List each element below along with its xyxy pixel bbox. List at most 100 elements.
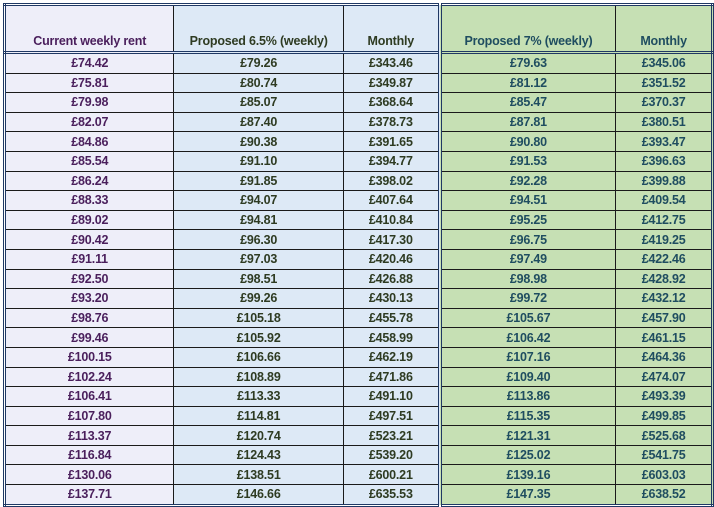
cell-proposed-7-weekly: £121.31 [439,425,617,446]
cell-proposed-65-weekly: £80.74 [173,72,344,94]
cell-current-weekly: £84.86 [2,131,175,152]
table-row: £74.42 £79.26 £343.46 £79.63 £345.06 [2,52,714,74]
header-proposed-7-weekly: Proposed 7% (weekly) [439,3,617,54]
cell-proposed-65-weekly: £105.18 [173,307,344,329]
cell-proposed-7-weekly: £79.63 [439,52,617,74]
cell-proposed-7-weekly: £95.25 [439,209,617,231]
cell-proposed-7-weekly: £139.16 [439,464,617,486]
cell-proposed-7-weekly: £85.47 [439,92,617,113]
cell-current-weekly: £75.81 [2,72,175,94]
cell-proposed-65-weekly: £120.74 [173,425,344,446]
cell-proposed-65-weekly: £85.07 [173,92,344,113]
header-proposed-7-monthly: Monthly [615,3,714,54]
cell-proposed-65-weekly: £146.66 [173,484,344,507]
cell-proposed-65-monthly: £349.87 [342,72,442,94]
cell-proposed-7-monthly: £409.54 [615,190,714,211]
cell-proposed-7-weekly: £109.40 [439,366,617,388]
cell-proposed-65-monthly: £455.78 [342,307,442,329]
cell-current-weekly: £91.11 [2,248,175,270]
cell-proposed-7-monthly: £419.25 [615,229,714,250]
cell-proposed-7-weekly: £90.80 [439,131,617,152]
cell-proposed-65-monthly: £368.64 [342,92,442,113]
cell-proposed-7-weekly: £113.86 [439,386,617,407]
cell-proposed-65-monthly: £417.30 [342,229,442,250]
cell-current-weekly: £86.24 [2,170,175,192]
cell-proposed-65-weekly: £90.38 [173,131,344,152]
table-row: £130.06 £138.51 £600.21 £139.16 £603.03 [2,464,714,486]
table-row: £75.81 £80.74 £349.87 £81.12 £351.52 [2,72,714,94]
cell-current-weekly: £85.54 [2,150,175,172]
cell-current-weekly: £99.46 [2,327,175,348]
cell-proposed-65-monthly: £600.21 [342,464,442,486]
cell-proposed-65-weekly: £91.85 [173,170,344,192]
table-row: £82.07 £87.40 £378.73 £87.81 £380.51 [2,111,714,133]
cell-current-weekly: £88.33 [2,190,175,211]
cell-proposed-7-weekly: £99.72 [439,288,617,309]
cell-proposed-65-weekly: £113.33 [173,386,344,407]
cell-proposed-65-weekly: £138.51 [173,464,344,486]
cell-proposed-65-weekly: £98.51 [173,268,344,290]
cell-proposed-65-weekly: £114.81 [173,405,344,427]
header-row: Current weekly rent Proposed 6.5% (weekl… [2,3,714,54]
cell-current-weekly: £82.07 [2,111,175,133]
cell-proposed-65-weekly: £97.03 [173,248,344,270]
cell-proposed-65-monthly: £394.77 [342,150,442,172]
cell-proposed-7-monthly: £428.92 [615,268,714,290]
cell-proposed-7-weekly: £106.42 [439,327,617,348]
cell-current-weekly: £74.42 [2,52,175,74]
table-row: £99.46 £105.92 £458.99 £106.42 £461.15 [2,327,714,348]
cell-proposed-65-weekly: £106.66 [173,346,344,368]
cell-proposed-7-monthly: £638.52 [615,484,714,507]
cell-proposed-65-monthly: £420.46 [342,248,442,270]
cell-proposed-7-monthly: £541.75 [615,444,714,466]
table-row: £88.33 £94.07 £407.64 £94.51 £409.54 [2,190,714,211]
cell-proposed-7-monthly: £499.85 [615,405,714,427]
table-row: £137.71 £146.66 £635.53 £147.35 £638.52 [2,484,714,507]
cell-proposed-65-monthly: £426.88 [342,268,442,290]
cell-proposed-7-monthly: £525.68 [615,425,714,446]
cell-proposed-7-monthly: £474.07 [615,366,714,388]
cell-proposed-65-monthly: £462.19 [342,346,442,368]
cell-proposed-7-monthly: £380.51 [615,111,714,133]
cell-proposed-65-weekly: £99.26 [173,288,344,309]
cell-proposed-7-monthly: £422.46 [615,248,714,270]
cell-proposed-65-monthly: £471.86 [342,366,442,388]
table-row: £116.84 £124.43 £539.20 £125.02 £541.75 [2,444,714,466]
cell-current-weekly: £113.37 [2,425,175,446]
cell-proposed-65-weekly: £96.30 [173,229,344,250]
table-row: £102.24 £108.89 £471.86 £109.40 £474.07 [2,366,714,388]
cell-proposed-65-weekly: £105.92 [173,327,344,348]
cell-proposed-65-weekly: £94.07 [173,190,344,211]
table-row: £93.20 £99.26 £430.13 £99.72 £432.12 [2,288,714,309]
cell-current-weekly: £130.06 [2,464,175,486]
cell-current-weekly: £89.02 [2,209,175,231]
table-row: £79.98 £85.07 £368.64 £85.47 £370.37 [2,92,714,113]
cell-proposed-7-weekly: £97.49 [439,248,617,270]
cell-current-weekly: £90.42 [2,229,175,250]
rent-table: Current weekly rent Proposed 6.5% (weekl… [2,3,714,507]
table-row: £100.15 £106.66 £462.19 £107.16 £464.36 [2,346,714,368]
cell-proposed-7-weekly: £115.35 [439,405,617,427]
header-proposed-65-monthly: Monthly [342,3,442,54]
cell-proposed-7-monthly: £461.15 [615,327,714,348]
cell-proposed-65-weekly: £87.40 [173,111,344,133]
cell-proposed-65-monthly: £343.46 [342,52,442,74]
rent-table-container: Current weekly rent Proposed 6.5% (weekl… [2,3,714,507]
cell-proposed-65-weekly: £91.10 [173,150,344,172]
cell-proposed-7-weekly: £107.16 [439,346,617,368]
cell-proposed-7-weekly: £91.53 [439,150,617,172]
cell-proposed-7-weekly: £105.67 [439,307,617,329]
table-row: £89.02 £94.81 £410.84 £95.25 £412.75 [2,209,714,231]
cell-proposed-65-monthly: £407.64 [342,190,442,211]
cell-current-weekly: £102.24 [2,366,175,388]
cell-proposed-7-weekly: £94.51 [439,190,617,211]
cell-proposed-7-weekly: £92.28 [439,170,617,192]
cell-proposed-7-monthly: £457.90 [615,307,714,329]
table-row: £86.24 £91.85 £398.02 £92.28 £399.88 [2,170,714,192]
header-current-weekly: Current weekly rent [2,3,175,54]
cell-proposed-7-monthly: £412.75 [615,209,714,231]
cell-proposed-65-weekly: £108.89 [173,366,344,388]
table-row: £113.37 £120.74 £523.21 £121.31 £525.68 [2,425,714,446]
table-row: £85.54 £91.10 £394.77 £91.53 £396.63 [2,150,714,172]
cell-proposed-7-monthly: £345.06 [615,52,714,74]
